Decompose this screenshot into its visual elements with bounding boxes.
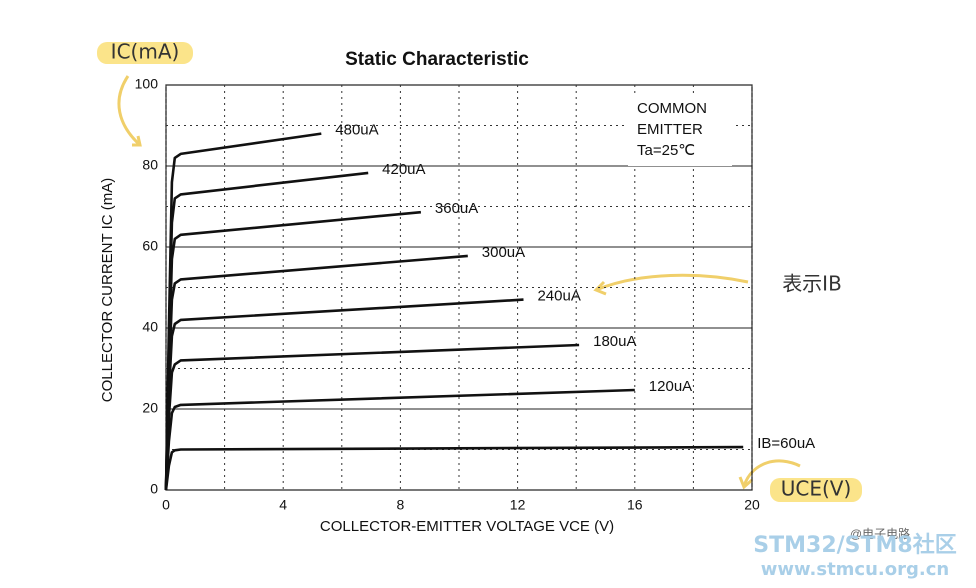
highlight bbox=[770, 478, 862, 502]
series-line bbox=[164, 388, 635, 491]
y-tick-label: 80 bbox=[142, 157, 158, 173]
series-label: 300uA bbox=[482, 244, 525, 261]
annotation-box bbox=[628, 96, 732, 166]
arrow bbox=[742, 459, 801, 487]
y-axis-label: COLLECTOR CURRENT IC (mA) bbox=[99, 178, 116, 402]
y-tick-label: 20 bbox=[142, 400, 158, 416]
series-label: 360uA bbox=[435, 200, 478, 217]
annotation: EMITTER bbox=[637, 121, 703, 138]
y-tick-label: 40 bbox=[142, 319, 158, 335]
series-label: 240uA bbox=[537, 288, 580, 305]
watermark: STM32/STM8社区 bbox=[753, 532, 956, 558]
y-tick-label: 60 bbox=[142, 238, 158, 254]
annotation: COMMON bbox=[637, 100, 707, 117]
arrow-head bbox=[132, 135, 142, 147]
highlight bbox=[97, 42, 193, 64]
x-tick-label: 12 bbox=[510, 497, 526, 513]
x-axis-label: COLLECTOR-EMITTER VOLTAGE VCE (V) bbox=[320, 518, 614, 535]
handwritten-note: UCE(V) bbox=[781, 477, 852, 501]
arrow-head bbox=[738, 476, 753, 490]
annotation: Ta=25℃ bbox=[637, 142, 695, 159]
y-tick-label: 100 bbox=[135, 76, 159, 92]
x-tick-label: 16 bbox=[627, 497, 643, 513]
series-label: 120uA bbox=[649, 378, 692, 395]
arrow bbox=[595, 273, 749, 292]
series-line bbox=[164, 343, 580, 491]
watermark: www.stmcu.org.cn bbox=[761, 559, 949, 580]
x-tick-label: 0 bbox=[162, 497, 170, 513]
series-label: 480uA bbox=[335, 122, 378, 139]
arrow bbox=[117, 75, 142, 147]
watermark: @电子电路 bbox=[850, 526, 910, 541]
x-tick-label: 20 bbox=[744, 497, 760, 513]
x-tick-label: 4 bbox=[279, 497, 287, 513]
y-tick-label: 0 bbox=[150, 481, 158, 497]
series-label: 180uA bbox=[593, 333, 636, 350]
series-label: IB=60uA bbox=[757, 435, 815, 452]
series-label: 420uA bbox=[382, 161, 425, 178]
handwritten-note: 表示IB bbox=[782, 272, 842, 296]
handwritten-note: IC(mA) bbox=[111, 40, 180, 64]
chart-title: Static Characteristic bbox=[345, 49, 529, 70]
arrow-head bbox=[593, 280, 607, 296]
x-tick-label: 8 bbox=[397, 497, 405, 513]
series-line bbox=[164, 445, 744, 491]
